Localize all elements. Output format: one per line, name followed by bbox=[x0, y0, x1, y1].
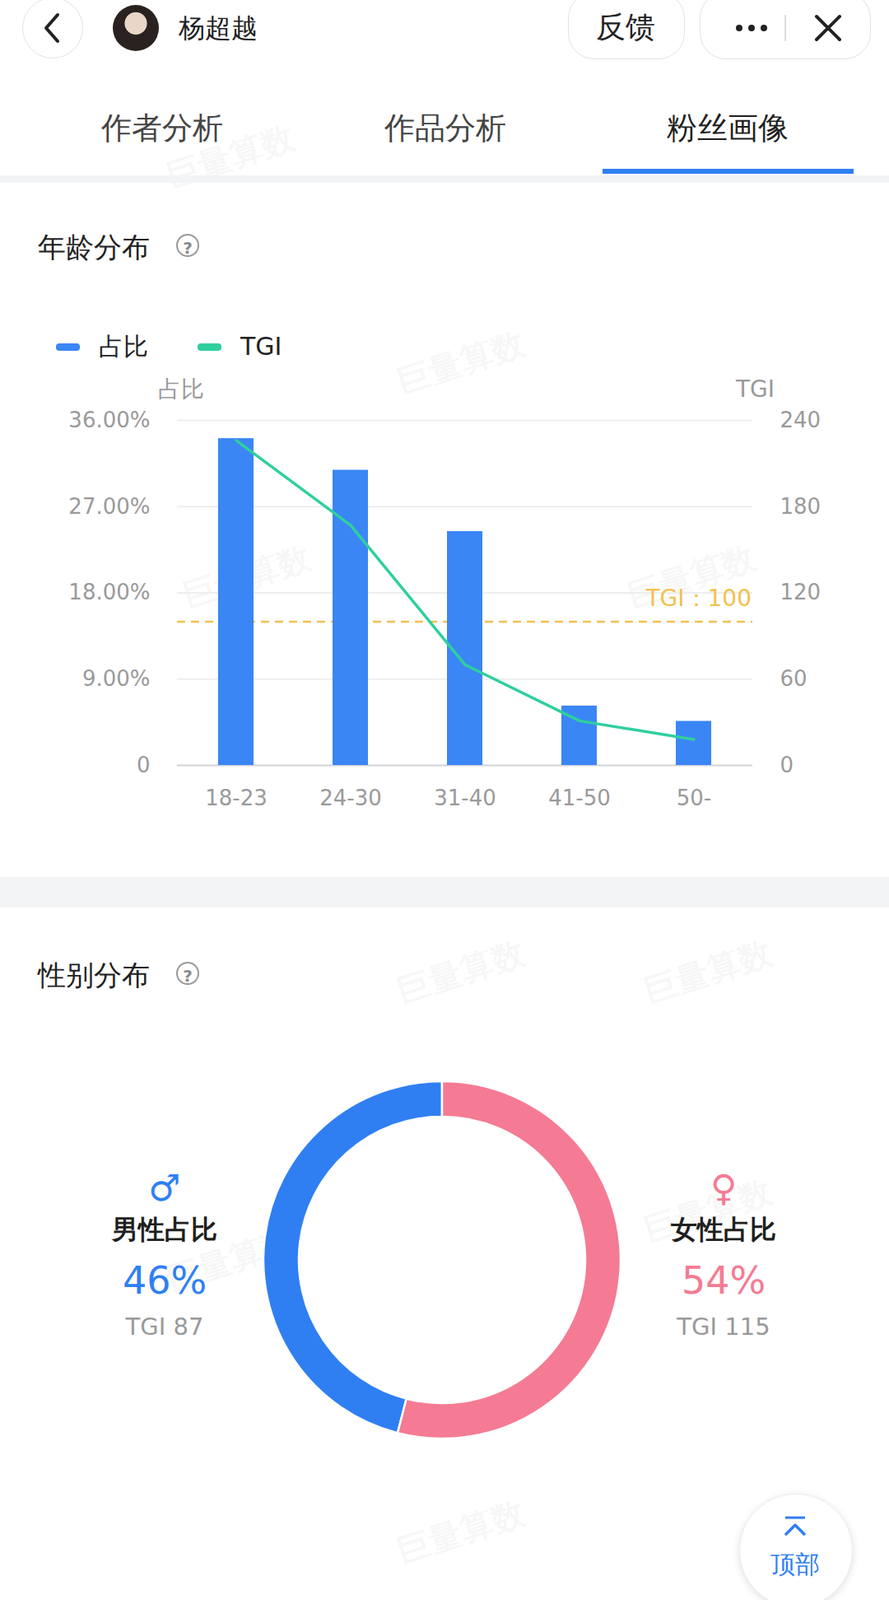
svg-text:18-23: 18-23 bbox=[204, 785, 268, 810]
svg-text:50-: 50- bbox=[676, 785, 712, 810]
svg-text:18.00%: 18.00% bbox=[68, 579, 150, 605]
svg-text:0: 0 bbox=[780, 752, 795, 778]
svg-text:180: 180 bbox=[780, 493, 822, 519]
svg-text:0: 0 bbox=[136, 752, 151, 778]
svg-text:36.00%: 36.00% bbox=[68, 407, 150, 433]
svg-text:24-30: 24-30 bbox=[319, 785, 382, 810]
svg-text:60: 60 bbox=[780, 665, 808, 691]
svg-text:120: 120 bbox=[780, 579, 822, 605]
svg-text:240: 240 bbox=[780, 407, 822, 433]
svg-text:41-50: 41-50 bbox=[548, 785, 611, 810]
svg-text:TGI：100: TGI：100 bbox=[644, 584, 752, 612]
svg-text:27.00%: 27.00% bbox=[68, 493, 150, 519]
svg-text:9.00%: 9.00% bbox=[82, 665, 151, 691]
svg-text:31-40: 31-40 bbox=[433, 785, 497, 810]
